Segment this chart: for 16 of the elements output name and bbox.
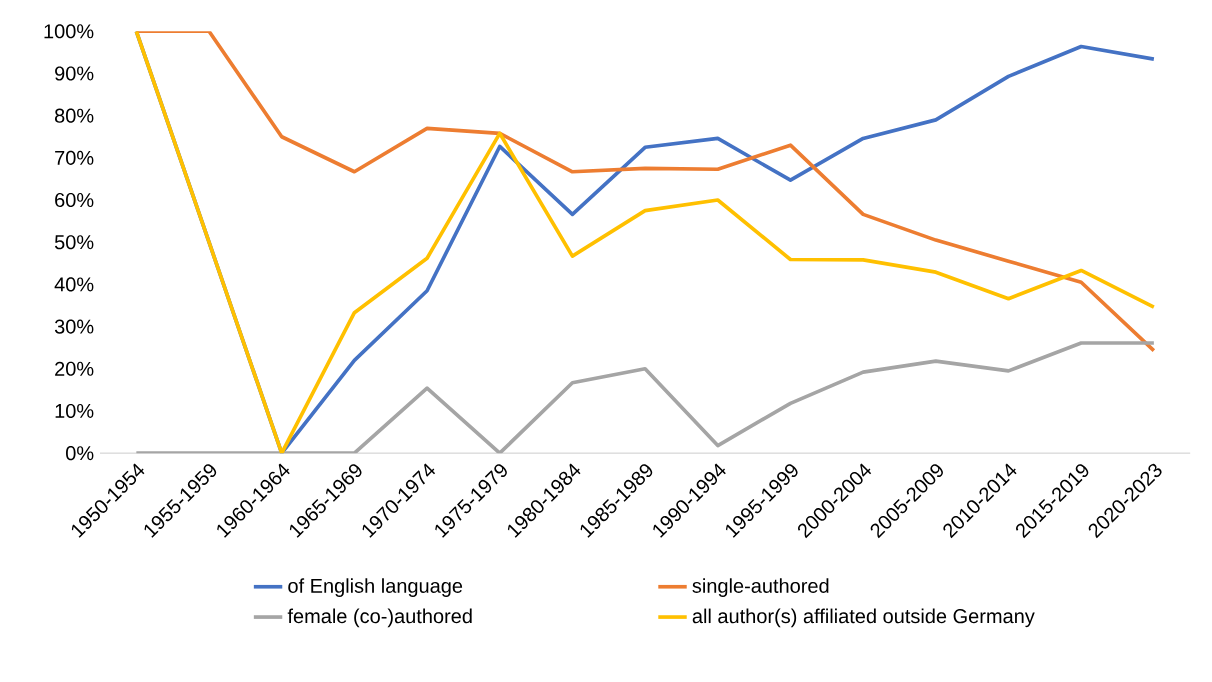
line-series (134, 31, 1156, 454)
y-tick-label: 70% (55, 150, 94, 165)
y-tick-label: 100% (44, 24, 94, 39)
y-tick-label: 90% (55, 66, 94, 81)
legend-label: female (co-)authored (287, 608, 472, 628)
legend-label: of English language (288, 578, 463, 597)
y-tick-label: 20% (55, 361, 94, 376)
legend-label: all author(s) affiliated outside Germany (692, 608, 1035, 628)
y-tick-label: 40% (54, 277, 94, 292)
y-tick-label: 30% (54, 319, 94, 334)
y-tick-label: 80% (54, 108, 94, 123)
y-tick-label: 10% (55, 403, 94, 418)
legend-label: single-authored (692, 578, 829, 597)
y-tick-label: 60% (55, 192, 94, 208)
y-tick-label: 50% (54, 235, 94, 250)
y-tick-label: 0% (66, 446, 94, 461)
